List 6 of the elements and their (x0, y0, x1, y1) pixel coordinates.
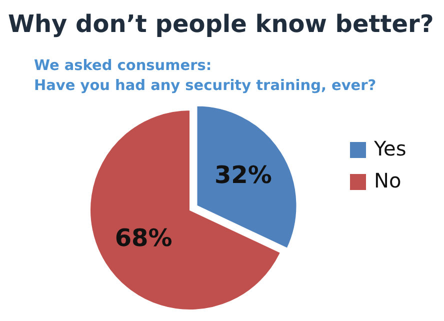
data-label: 68% (114, 224, 172, 252)
legend-label: No (374, 168, 402, 192)
chart-title: Why don’t people know better? (8, 10, 434, 38)
data-label: 32% (214, 160, 272, 189)
chart-subtitle: We asked consumers: Have you had any security training, ever? (34, 58, 376, 94)
legend-label: Yes (373, 136, 406, 160)
